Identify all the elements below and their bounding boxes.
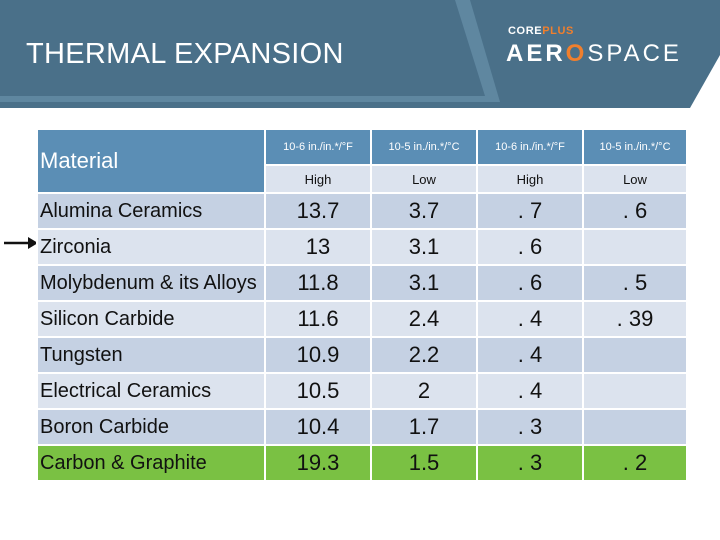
column-unit: 10-6 in./in.*/°F (476, 128, 584, 166)
table-cell: . 3 (476, 408, 584, 446)
company-logo: AEROSPACE (506, 40, 682, 68)
level-header-row: High Low High Low (37, 164, 688, 194)
material-name: Molybdenum & its Alloys (36, 264, 266, 302)
table-cell: 13.7 (264, 192, 372, 230)
table-cell: . 4 (476, 336, 584, 374)
logo-tagline-core: CORE (508, 25, 543, 37)
unit-header-row: Material 10-6 in./in.*/°F 10-5 in./in.*/… (36, 128, 688, 194)
material-name: Tungsten (36, 336, 266, 374)
table-cell: 3.7 (370, 192, 478, 230)
column-level: Low (582, 164, 688, 194)
page-title: THERMAL EXPANSION (26, 38, 344, 70)
table-cell (582, 372, 688, 410)
table-cell: . 5 (582, 264, 688, 302)
table-cell: 3.1 (370, 264, 478, 302)
table-row: Molybdenum & its Alloys 11.8 3.1 . 6 . 5 (36, 264, 688, 302)
logo-aer: AER (506, 40, 566, 67)
column-level: Low (370, 164, 478, 194)
logo-space: SPACE (587, 40, 682, 67)
table-cell: 11.8 (264, 264, 372, 302)
table-cell: . 6 (476, 228, 584, 266)
table-cell (582, 228, 688, 266)
header-background (0, 0, 720, 108)
table-row: Tungsten 10.9 2.2 . 4 (36, 336, 688, 374)
thermal-expansion-table: Material 10-6 in./in.*/°F 10-5 in./in.*/… (36, 128, 688, 482)
table-cell: 2.4 (370, 300, 478, 338)
material-header: Material (36, 128, 266, 194)
table-row: Boron Carbide 10.4 1.7 . 3 (36, 408, 688, 446)
table-cell: 10.4 (264, 408, 372, 446)
table-row: Zirconia 13 3.1 . 6 (36, 228, 688, 266)
material-name: Alumina Ceramics (36, 192, 266, 230)
table-row-highlighted: Carbon & Graphite 19.3 1.5 . 3 . 2 (36, 444, 688, 482)
table-cell: . 6 (582, 192, 688, 230)
logo-o-mark: O (565, 40, 588, 67)
table-cell: . 4 (476, 372, 584, 410)
table-cell: 1.7 (370, 408, 478, 446)
table-cell: . 4 (476, 300, 584, 338)
table-cell (582, 408, 688, 446)
header-banner: THERMAL EXPANSION COREPLUS AEROSPACE (0, 0, 720, 108)
table-cell: 19.3 (264, 444, 372, 482)
material-name: Boron Carbide (36, 408, 266, 446)
material-name: Zirconia (36, 228, 266, 266)
table-cell: 10.9 (264, 336, 372, 374)
table-cell: . 2 (582, 444, 688, 482)
table-cell: . 3 (476, 444, 584, 482)
logo-tagline-plus: PLUS (542, 25, 574, 37)
column-unit: 10-5 in./in.*/°C (370, 128, 478, 166)
material-name: Silicon Carbide (36, 300, 266, 338)
column-level: High (476, 164, 584, 194)
table-cell: 3.1 (370, 228, 478, 266)
table-cell (582, 336, 688, 374)
table-cell: 13 (264, 228, 372, 266)
table-cell: 2 (370, 372, 478, 410)
table-row: Electrical Ceramics 10.5 2 . 4 (36, 372, 688, 410)
column-level: High (264, 164, 372, 194)
table-cell: 11.6 (264, 300, 372, 338)
column-unit: 10-5 in./in.*/°C (582, 128, 688, 166)
table-cell: 2.2 (370, 336, 478, 374)
table-cell: . 6 (476, 264, 584, 302)
table-row: Alumina Ceramics 13.7 3.7 . 7 . 6 (36, 192, 688, 230)
table-row: Silicon Carbide 11.6 2.4 . 4 . 39 (36, 300, 688, 338)
table-cell: 10.5 (264, 372, 372, 410)
table-cell: . 7 (476, 192, 584, 230)
arrow-right-icon (4, 237, 38, 249)
material-name: Carbon & Graphite (36, 444, 266, 482)
table-cell: . 39 (582, 300, 688, 338)
logo-tagline: COREPLUS (508, 25, 574, 37)
column-unit: 10-6 in./in.*/°F (264, 128, 372, 166)
table-cell: 1.5 (370, 444, 478, 482)
material-name: Electrical Ceramics (36, 372, 266, 410)
